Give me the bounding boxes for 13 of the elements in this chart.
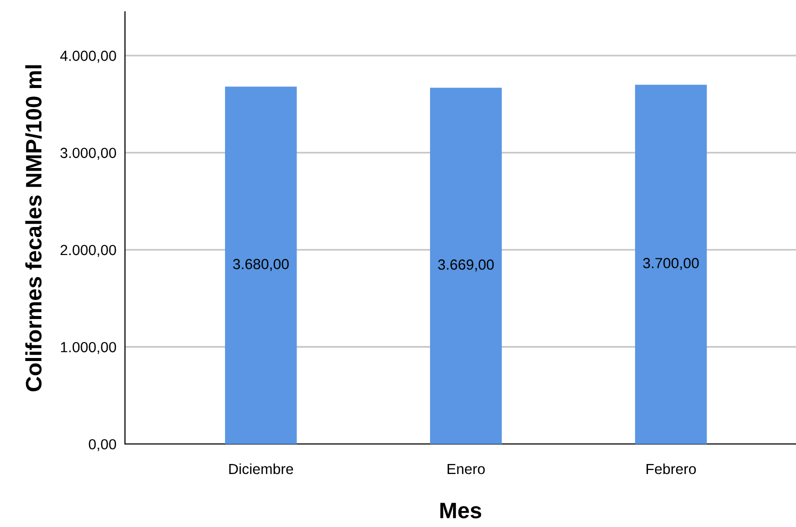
y-tick-label: 2.000,00 — [60, 244, 116, 257]
data-label: 3.700,00 — [643, 258, 699, 270]
x-tick-label: Diciembre — [229, 463, 294, 474]
y-tick-label: 4.000,00 — [60, 50, 116, 63]
x-tick-label: Enero — [448, 464, 485, 474]
x-tick-label: Febrero — [646, 463, 696, 474]
x-axis-title: Mes — [440, 502, 482, 518]
y-tick-label: 0,00 — [88, 439, 116, 452]
data-label: 3.669,00 — [438, 259, 494, 272]
y-tick-label: 3.000,00 — [60, 148, 116, 160]
y-tick-label: 1.000,00 — [60, 342, 116, 354]
y-axis-title: Coliformes fecales NMP/100 ml — [25, 65, 42, 392]
data-label: 3.680,00 — [233, 258, 289, 271]
